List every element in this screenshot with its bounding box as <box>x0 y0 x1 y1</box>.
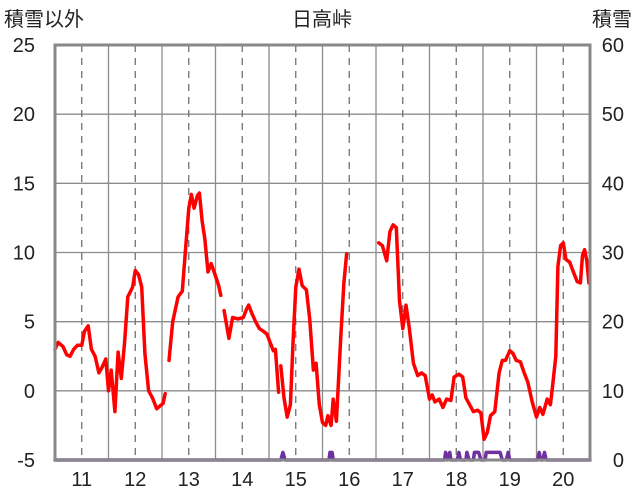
x-tick-label: 20 <box>552 469 574 491</box>
x-tick-label: 13 <box>178 469 200 491</box>
plot-border <box>53 43 592 462</box>
left-y-axis: -5 0 5 10 15 20 25 <box>13 35 35 472</box>
right-tick-label: 10 <box>602 381 624 403</box>
x-tick-label: 19 <box>499 469 521 491</box>
right-y-axis: 0 10 20 30 40 50 60 <box>602 35 624 472</box>
right-tick-label: 20 <box>602 312 624 334</box>
chart-title: 日高峠 <box>292 8 352 31</box>
left-axis-series-line <box>53 268 167 414</box>
right-tick-label: 0 <box>613 450 624 472</box>
left-tick-label: 10 <box>13 243 35 265</box>
left-tick-label: 0 <box>24 381 35 403</box>
left-tick-label: 5 <box>24 312 35 334</box>
left-tick-label: 15 <box>13 173 35 195</box>
right-tick-label: 30 <box>602 243 624 265</box>
x-axis: 11 12 13 14 15 16 17 18 19 20 <box>71 469 574 491</box>
left-axis-series-line <box>279 252 349 428</box>
x-tick-label: 11 <box>71 469 92 491</box>
grid <box>55 45 590 460</box>
left-tick-label: -5 <box>17 450 35 472</box>
right-tick-label: 60 <box>602 35 624 57</box>
left-axis-title: 積雪以外 <box>4 8 84 31</box>
left-axis-series-line <box>222 303 281 394</box>
left-tick-label: 25 <box>13 35 35 57</box>
x-tick-label: 18 <box>445 469 467 491</box>
right-tick-label: 40 <box>602 173 624 195</box>
x-tick-label: 14 <box>231 469 253 491</box>
left-axis-series-line <box>167 191 223 363</box>
x-tick-label: 16 <box>338 469 360 491</box>
right-tick-label: 50 <box>602 104 624 126</box>
x-tick-label: 12 <box>124 469 146 491</box>
right-axis-title: 積雪 <box>592 8 632 31</box>
x-tick-label: 17 <box>392 469 414 491</box>
left-axis-series-line <box>376 223 591 442</box>
left-tick-label: 20 <box>13 104 35 126</box>
x-tick-label: 15 <box>285 469 307 491</box>
